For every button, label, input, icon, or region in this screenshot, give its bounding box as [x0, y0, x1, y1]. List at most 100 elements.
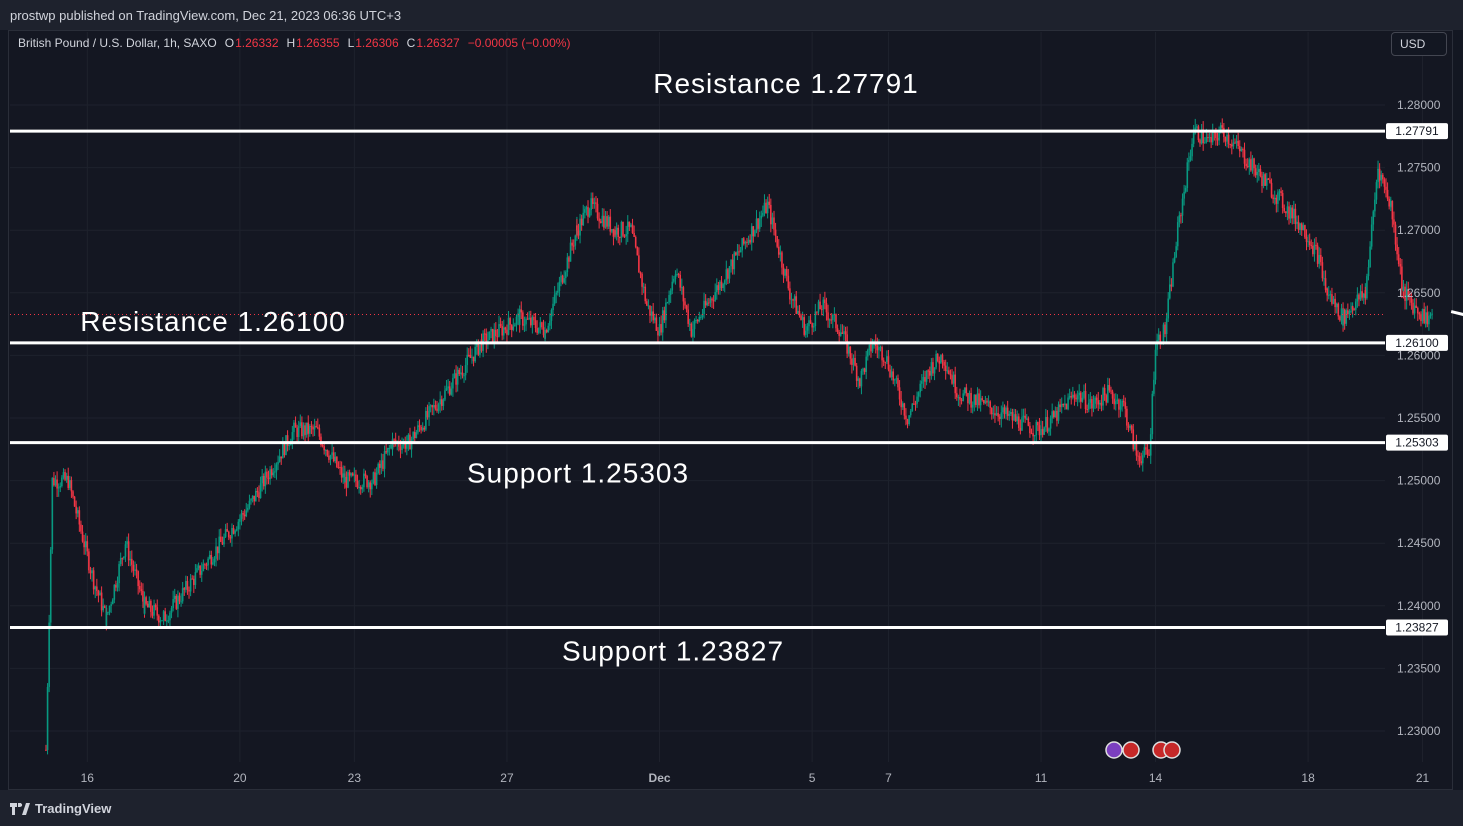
y-tick-label: 1.26500 [1397, 286, 1441, 300]
high-value: 1.26355 [296, 36, 340, 50]
candle-body [841, 332, 844, 334]
candle-body [261, 476, 263, 484]
candle-body [922, 377, 925, 382]
candle-body [547, 325, 550, 333]
candle-body [1024, 415, 1026, 419]
candle-body [88, 551, 90, 571]
bottom-bar: TradingView [0, 790, 1463, 826]
candle-body [700, 316, 702, 318]
candle-body [215, 546, 217, 559]
candle-body [301, 422, 303, 437]
candle-body [348, 472, 351, 476]
candle-body [603, 215, 605, 228]
candle-body [881, 347, 883, 361]
candle-body [894, 379, 896, 381]
candle-body [453, 373, 456, 378]
candle-body [334, 456, 337, 462]
candle-body [1107, 384, 1109, 403]
candle-body [1350, 310, 1352, 312]
candle-body [1340, 308, 1343, 321]
candle-body [704, 300, 707, 306]
candle-body [965, 387, 968, 394]
candle-body [1038, 425, 1041, 436]
candle-body [1343, 309, 1346, 324]
candle-body [736, 251, 739, 255]
level-label: Support 1.23827 [562, 635, 784, 666]
candle-body [131, 558, 133, 565]
candle-body [1099, 402, 1101, 405]
candle-body [1226, 134, 1228, 142]
candle-body [309, 425, 311, 434]
symbol-name[interactable]: British Pound / U.S. Dollar, 1h, SAXO [18, 36, 217, 50]
candle-body [526, 318, 529, 320]
candle-body [921, 381, 923, 384]
candle-body [1375, 182, 1378, 200]
candle-body [830, 319, 833, 321]
candle-body [218, 536, 221, 554]
currency-button[interactable]: USD [1391, 32, 1447, 56]
candle-body [765, 202, 767, 214]
candle-body [661, 310, 664, 333]
candle-body [202, 564, 205, 571]
candle-body [1192, 132, 1195, 144]
candle-body [326, 450, 329, 456]
candle-body [386, 447, 389, 453]
candle-body [56, 479, 58, 489]
candle-body [347, 472, 349, 488]
candle-body [266, 471, 268, 478]
candle-body [596, 203, 599, 219]
candle-body [1114, 401, 1117, 405]
candle-body [577, 230, 580, 236]
candle-body [321, 445, 324, 447]
candle-body [1138, 456, 1141, 462]
candle-body [1111, 391, 1114, 399]
candle-body [49, 549, 52, 623]
candle-body [684, 301, 686, 306]
candle-body [1237, 140, 1239, 146]
candle-body [165, 620, 168, 622]
candle-body [715, 285, 718, 293]
candle-body [1054, 410, 1057, 418]
candle-body [399, 446, 402, 451]
candle-body [275, 464, 278, 472]
candle-body [1415, 305, 1417, 308]
candle-body [1289, 207, 1292, 219]
x-tick-label: 27 [500, 771, 514, 785]
candle-body [523, 324, 526, 326]
candle-body [242, 513, 244, 515]
candle-body [557, 290, 559, 293]
candle-body [73, 496, 76, 507]
candle-body [375, 472, 378, 486]
candle-body [1329, 294, 1332, 296]
x-tick-label: 16 [81, 771, 95, 785]
candle-body [1141, 455, 1144, 464]
candle-body [1172, 262, 1174, 287]
candle-body [1135, 442, 1138, 456]
candle-body [226, 529, 228, 532]
candle-body [585, 207, 588, 210]
candle-body [431, 405, 434, 408]
candle-body [749, 239, 751, 243]
candle-body [1270, 182, 1273, 198]
candle-body [1358, 294, 1360, 300]
candle-body [1386, 189, 1389, 199]
candle-body [973, 394, 976, 405]
candle-body [110, 604, 112, 607]
y-tick-label: 1.24500 [1397, 536, 1441, 550]
candle-body [984, 400, 987, 404]
candle-body [158, 615, 160, 623]
candle-body [529, 317, 532, 326]
candle-body [410, 439, 413, 450]
candle-body [903, 403, 906, 416]
level-label: Resistance 1.26100 [80, 306, 346, 337]
candle-body [328, 455, 330, 460]
tradingview-logo[interactable]: TradingView [10, 801, 111, 816]
candle-body [208, 554, 211, 559]
candle-body [92, 570, 95, 590]
candle-body [660, 324, 662, 333]
candle-body [1110, 390, 1112, 392]
candle-body [324, 450, 327, 452]
candle-body [1404, 286, 1406, 301]
